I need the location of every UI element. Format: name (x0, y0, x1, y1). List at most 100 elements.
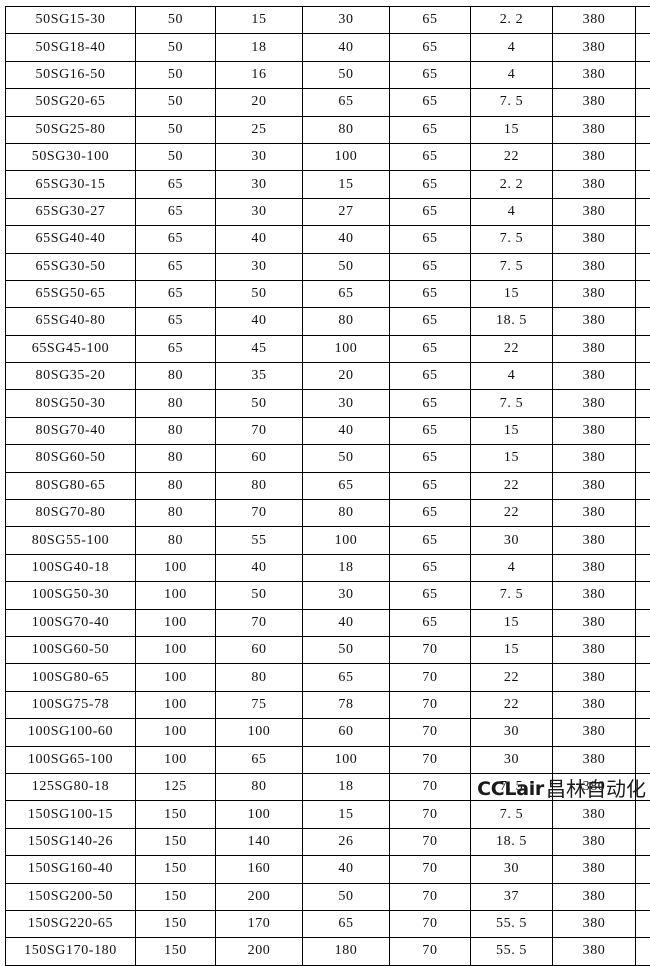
cell-voltage: 380 (553, 910, 636, 937)
cell-speed: 2800 (636, 938, 650, 965)
cell-voltage: 380 (553, 856, 636, 883)
table-row: 80SG55-100805510065303802800 (6, 527, 650, 554)
cell-speed: 2800 (636, 664, 650, 691)
cell-flow: 30 (216, 253, 303, 280)
cell-flow: 170 (216, 910, 303, 937)
table-row: 80SG35-208035206543802800 (6, 363, 650, 390)
cell-flow: 80 (216, 773, 303, 800)
cell-inlet: 50 (136, 116, 216, 143)
cell-inlet: 150 (136, 938, 216, 965)
cell-model: 150SG170-180 (6, 938, 136, 965)
cell-speed: 2800 (636, 582, 650, 609)
table-row: 150SG200-501502005070373802800 (6, 883, 650, 910)
cell-speed: 2800 (636, 308, 650, 335)
cell-speed: 2800 (636, 253, 650, 280)
cell-voltage: 380 (553, 664, 636, 691)
cell-power: 7. 5 (471, 89, 553, 116)
table-row: 50SG18-405018406543802800 (6, 34, 650, 61)
cell-speed: 2800 (636, 61, 650, 88)
cell-efficiency: 65 (390, 226, 471, 253)
cell-efficiency: 70 (390, 856, 471, 883)
cell-model: 150SG220-65 (6, 910, 136, 937)
cell-head: 60 (303, 719, 390, 746)
cell-model: 50SG25-80 (6, 116, 136, 143)
cell-efficiency: 70 (390, 828, 471, 855)
cell-inlet: 50 (136, 7, 216, 34)
cell-model: 100SG50-30 (6, 582, 136, 609)
cell-power: 15 (471, 445, 553, 472)
cell-head: 78 (303, 691, 390, 718)
cell-power: 18. 5 (471, 828, 553, 855)
cell-flow: 100 (216, 719, 303, 746)
cell-efficiency: 70 (390, 691, 471, 718)
cell-efficiency: 65 (390, 198, 471, 225)
cell-power: 37 (471, 883, 553, 910)
cell-head: 40 (303, 609, 390, 636)
cell-efficiency: 70 (390, 883, 471, 910)
cell-model: 65SG40-80 (6, 308, 136, 335)
cell-speed: 2800 (636, 116, 650, 143)
cell-efficiency: 65 (390, 116, 471, 143)
cell-power: 22 (471, 472, 553, 499)
cell-inlet: 150 (136, 828, 216, 855)
cell-model: 100SG80-65 (6, 664, 136, 691)
cell-efficiency: 65 (390, 171, 471, 198)
cell-speed: 2800 (636, 527, 650, 554)
cell-model: 65SG50-65 (6, 280, 136, 307)
cell-inlet: 80 (136, 417, 216, 444)
cell-flow: 18 (216, 34, 303, 61)
cell-inlet: 65 (136, 253, 216, 280)
cell-flow: 60 (216, 445, 303, 472)
cell-head: 20 (303, 363, 390, 390)
table-row: 80SG60-5080605065153802800 (6, 445, 650, 472)
cell-power: 15 (471, 417, 553, 444)
table-row: 80SG70-8080708065223802800 (6, 500, 650, 527)
cell-inlet: 80 (136, 527, 216, 554)
cell-efficiency: 65 (390, 34, 471, 61)
cell-inlet: 80 (136, 500, 216, 527)
cell-efficiency: 65 (390, 335, 471, 362)
cell-power: 22 (471, 691, 553, 718)
cell-model: 50SG16-50 (6, 61, 136, 88)
cell-speed: 2800 (636, 719, 650, 746)
cell-model: 80SG70-80 (6, 500, 136, 527)
table-row: 100SG65-1001006510070303802850 (6, 746, 650, 773)
cell-head: 40 (303, 226, 390, 253)
cell-voltage: 380 (553, 554, 636, 581)
cell-voltage: 380 (553, 253, 636, 280)
cell-head: 30 (303, 7, 390, 34)
cell-power: 22 (471, 664, 553, 691)
cell-efficiency: 70 (390, 746, 471, 773)
cell-flow: 70 (216, 609, 303, 636)
cell-flow: 35 (216, 363, 303, 390)
cell-inlet: 65 (136, 280, 216, 307)
cell-power: 4 (471, 61, 553, 88)
cell-inlet: 100 (136, 554, 216, 581)
cell-inlet: 50 (136, 34, 216, 61)
cell-flow: 25 (216, 116, 303, 143)
cell-head: 180 (303, 938, 390, 965)
cell-voltage: 380 (553, 89, 636, 116)
cell-speed: 2800 (636, 7, 650, 34)
cell-power: 18. 5 (471, 308, 553, 335)
cell-model: 50SG15-30 (6, 7, 136, 34)
cell-efficiency: 70 (390, 719, 471, 746)
cell-power: 7. 5 (471, 253, 553, 280)
cell-model: 100SG75-78 (6, 691, 136, 718)
cell-flow: 60 (216, 636, 303, 663)
cell-speed: 2800 (636, 335, 650, 362)
cell-flow: 100 (216, 801, 303, 828)
cell-flow: 160 (216, 856, 303, 883)
cell-voltage: 380 (553, 390, 636, 417)
table-row: 100SG75-78100757870223802800 (6, 691, 650, 718)
cell-efficiency: 65 (390, 363, 471, 390)
cell-inlet: 50 (136, 61, 216, 88)
cell-flow: 200 (216, 938, 303, 965)
cell-power: 4 (471, 198, 553, 225)
